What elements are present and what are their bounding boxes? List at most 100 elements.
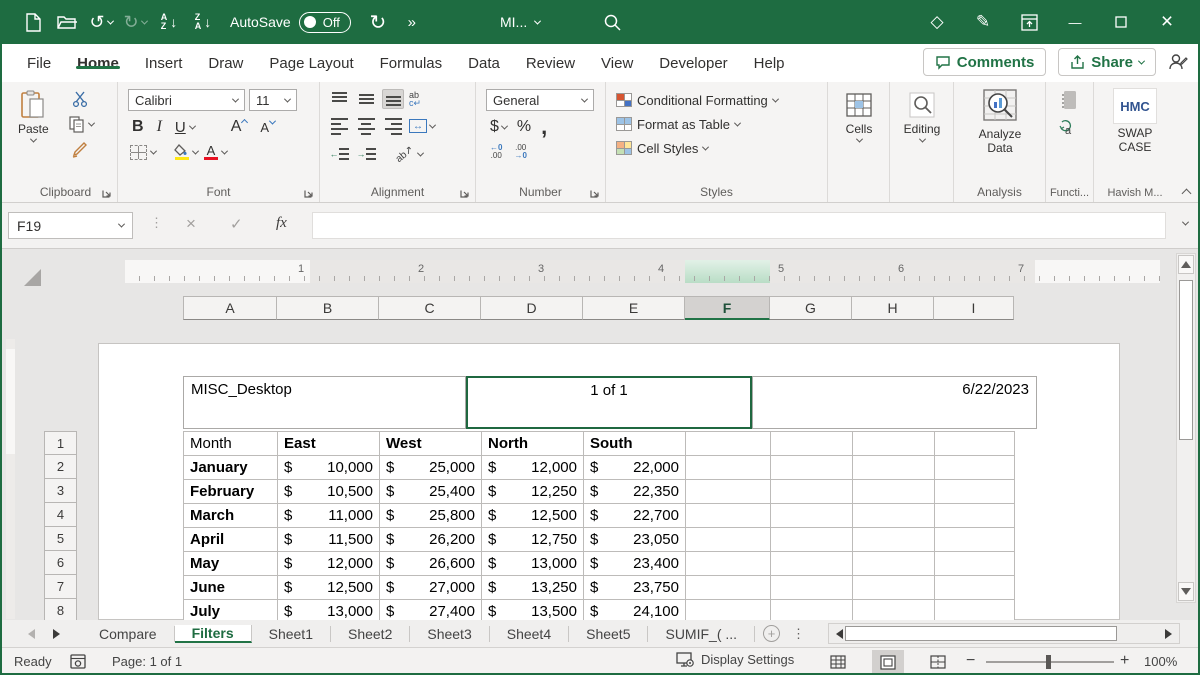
cell-month-march[interactable]: March — [184, 504, 278, 528]
cut-button[interactable] — [72, 91, 89, 112]
increase-indent-button[interactable]: → — [355, 144, 377, 164]
cell-east-march[interactable]: $11,000 — [278, 504, 380, 528]
tab-options-dots-icon[interactable]: ⋮ — [792, 625, 806, 641]
select-all-corner[interactable] — [24, 269, 41, 286]
cell-empty[interactable] — [771, 480, 853, 504]
row-header-3[interactable]: 3 — [44, 479, 77, 503]
more-commands-button[interactable]: » — [395, 6, 429, 38]
cell-empty[interactable] — [771, 432, 853, 456]
cell-north-february[interactable]: $12,250 — [482, 480, 584, 504]
row-header-7[interactable]: 7 — [44, 575, 77, 599]
align-right-button[interactable] — [382, 116, 404, 136]
collapse-ribbon-button[interactable] — [1181, 188, 1192, 199]
italic-button[interactable]: I — [156, 118, 162, 135]
menu-tab-page-layout[interactable]: Page Layout — [269, 54, 354, 72]
row-header-6[interactable]: 6 — [44, 551, 77, 575]
menu-tab-home[interactable]: Home — [64, 55, 132, 72]
percent-style-button[interactable]: % — [516, 118, 532, 135]
expand-formula-bar-icon[interactable] — [1181, 218, 1190, 226]
new-sheet-button[interactable]: + — [763, 625, 781, 642]
copy-button[interactable] — [69, 116, 96, 133]
column-header-a[interactable]: A — [183, 296, 277, 320]
cell-empty[interactable] — [935, 528, 1015, 552]
cell-month-may[interactable]: May — [184, 552, 278, 576]
accounting-format-button[interactable]: $ — [490, 118, 508, 136]
editing-button[interactable]: Editing — [898, 90, 946, 143]
cell-empty[interactable] — [853, 504, 935, 528]
cell-east-january[interactable]: $10,000 — [278, 456, 380, 480]
increase-font-size-button[interactable]: A — [231, 118, 249, 136]
zoom-out-button[interactable]: − — [966, 652, 976, 669]
conditional-formatting-button[interactable]: Conditional Formatting — [616, 88, 779, 112]
cell-empty[interactable] — [686, 480, 771, 504]
cell-styles-button[interactable]: Cell Styles — [616, 136, 778, 160]
row-header-2[interactable]: 2 — [44, 455, 77, 479]
zoom-in-button[interactable]: + — [1120, 652, 1130, 669]
cell-month-april[interactable]: April — [184, 528, 278, 552]
align-top-button[interactable] — [328, 89, 350, 109]
format-painter-button[interactable] — [70, 141, 88, 164]
column-header-e[interactable]: E — [583, 296, 685, 320]
cell-month-july[interactable]: July — [184, 600, 278, 620]
cell-empty[interactable] — [686, 576, 771, 600]
cell-south-july[interactable]: $24,100 — [584, 600, 686, 620]
new-file-icon[interactable] — [16, 6, 50, 38]
cell-north-january[interactable]: $12,000 — [482, 456, 584, 480]
display-settings-button[interactable]: Display Settings — [676, 651, 794, 668]
header-cell-title[interactable]: MISC_Desktop — [183, 376, 466, 429]
cell-south-march[interactable]: $22,700 — [584, 504, 686, 528]
cell-east-july[interactable]: $13,000 — [278, 600, 380, 620]
cell-west-july[interactable]: $27,400 — [380, 600, 482, 620]
cell-south-january[interactable]: $22,000 — [584, 456, 686, 480]
paste-button[interactable]: Paste — [18, 90, 49, 143]
font-size-select[interactable]: 11 — [249, 89, 297, 111]
align-left-button[interactable] — [328, 116, 350, 136]
header-cell-date[interactable]: 6/22/2023 — [752, 376, 1037, 429]
autosave-toggle[interactable]: Off — [298, 11, 351, 33]
undo-button[interactable]: ↺ — [84, 6, 118, 38]
column-header-d[interactable]: D — [481, 296, 583, 320]
cell-header-south[interactable]: South — [584, 432, 686, 456]
scroll-right-button[interactable] — [1165, 628, 1172, 639]
cell-east-may[interactable]: $12,000 — [278, 552, 380, 576]
format-as-table-button[interactable]: Format as Table — [616, 112, 778, 136]
borders-button[interactable] — [130, 144, 158, 160]
column-header-c[interactable]: C — [379, 296, 481, 320]
cell-header-north[interactable]: North — [482, 432, 584, 456]
align-bottom-button[interactable] — [382, 89, 404, 109]
normal-view-button[interactable] — [822, 650, 854, 674]
next-sheet-button[interactable] — [53, 628, 60, 639]
share-button[interactable]: Share — [1058, 48, 1156, 76]
cell-empty[interactable] — [853, 432, 935, 456]
sheet-tab-filters[interactable]: Filters — [174, 624, 252, 643]
align-center-button[interactable] — [355, 116, 377, 136]
sheet-tab-sumif[interactable]: SUMIF_( ... — [648, 625, 756, 642]
bold-button[interactable]: B — [132, 118, 144, 135]
menu-tab-developer[interactable]: Developer — [659, 54, 728, 72]
search-button[interactable] — [595, 6, 629, 38]
column-header-i[interactable]: I — [934, 296, 1014, 320]
underline-button[interactable]: U — [175, 119, 196, 136]
cell-east-february[interactable]: $10,500 — [278, 480, 380, 504]
menu-tab-data[interactable]: Data — [468, 54, 500, 72]
cells-button[interactable]: Cells — [838, 90, 880, 143]
decrease-font-size-button[interactable]: A — [260, 117, 277, 135]
page-break-view-button[interactable] — [922, 650, 954, 674]
sheet-tab-sheet3[interactable]: Sheet3 — [410, 625, 490, 642]
cell-empty[interactable] — [935, 504, 1015, 528]
menu-tab-view[interactable]: View — [601, 54, 634, 72]
menu-tab-review[interactable]: Review — [525, 54, 576, 72]
cell-empty[interactable] — [686, 552, 771, 576]
sort-az-button[interactable]: A Z ↓ — [160, 12, 178, 31]
cell-empty[interactable] — [771, 456, 853, 480]
cell-header-west[interactable]: West — [380, 432, 482, 456]
dialog-launcher-icon[interactable] — [590, 188, 600, 198]
user-edit-icon[interactable] — [1168, 53, 1188, 71]
cell-north-may[interactable]: $13,000 — [482, 552, 584, 576]
cell-south-may[interactable]: $23,400 — [584, 552, 686, 576]
cell-empty[interactable] — [935, 576, 1015, 600]
orientation-button[interactable]: ab↗ — [394, 144, 424, 164]
open-folder-icon[interactable] — [50, 6, 84, 38]
sheet-tab-sheet5[interactable]: Sheet5 — [569, 625, 649, 642]
dialog-launcher-icon[interactable] — [304, 188, 314, 198]
